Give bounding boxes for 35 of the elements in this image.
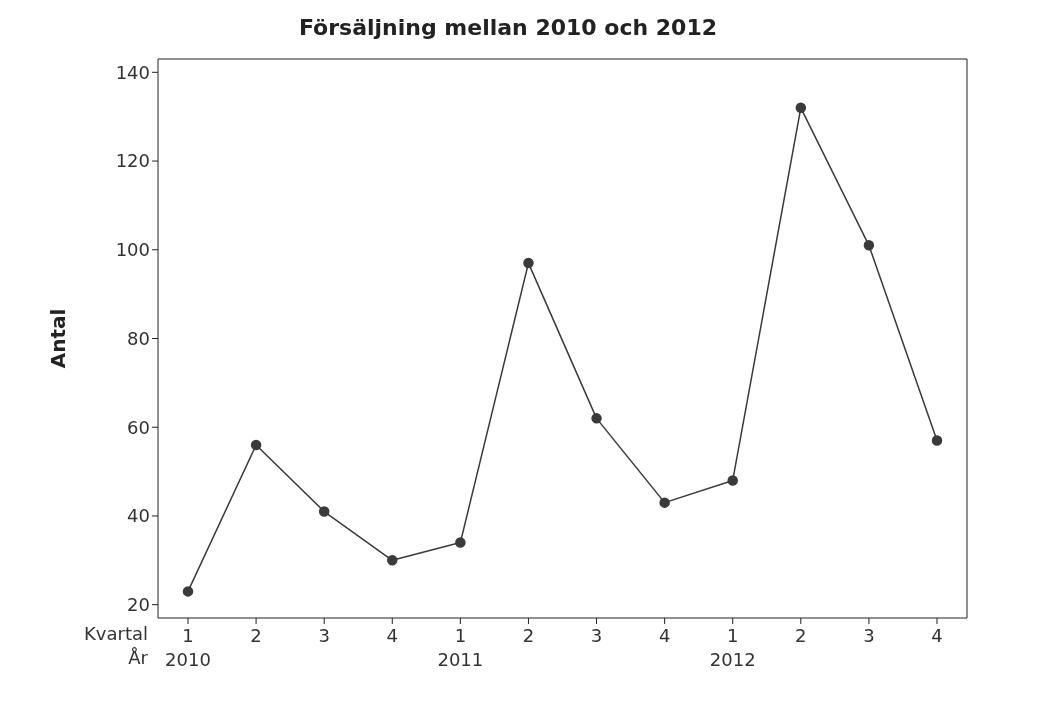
x-tick-label: 3 [863,625,875,646]
y-tick-label: 120 [115,150,150,172]
y-axis-title: Antal [46,308,71,369]
text: År [128,647,148,668]
point [523,257,534,269]
y-tick-label: 100 [115,239,150,261]
point [182,586,194,597]
point [387,555,398,566]
text: Kvartal [84,623,148,644]
point [250,439,262,451]
chart-title: Försäljning mellan 2010 och 2012 [297,14,719,42]
y-tick-label: 80 [127,327,150,349]
point [931,435,943,446]
point [659,497,670,508]
x-tick-label: 3 [318,625,330,646]
x-tick-label: 2 [250,625,262,646]
point [591,413,602,424]
x-tick-label: 4 [931,625,943,646]
y-tick-label: 20 [127,594,150,616]
y-tick-label: 60 [127,416,150,438]
y-tick-label: 140 [115,61,150,83]
x-tick-label: 1 2012 [709,625,756,670]
point [727,475,738,486]
x-tick-label: 4 [658,625,671,646]
x-tick-label: 2 [522,625,535,646]
x-tick-label: 3 [590,625,603,646]
point [318,506,330,517]
point [455,537,466,548]
x-tick-label: 1 2010 [165,625,211,670]
x-tick-label: 2 [795,625,807,646]
point [863,240,875,251]
x-tick-label: 4 [386,625,398,646]
y-tick-label: 40 [127,505,150,527]
x-tick-label: 1 2011 [437,625,484,670]
point [795,102,807,114]
